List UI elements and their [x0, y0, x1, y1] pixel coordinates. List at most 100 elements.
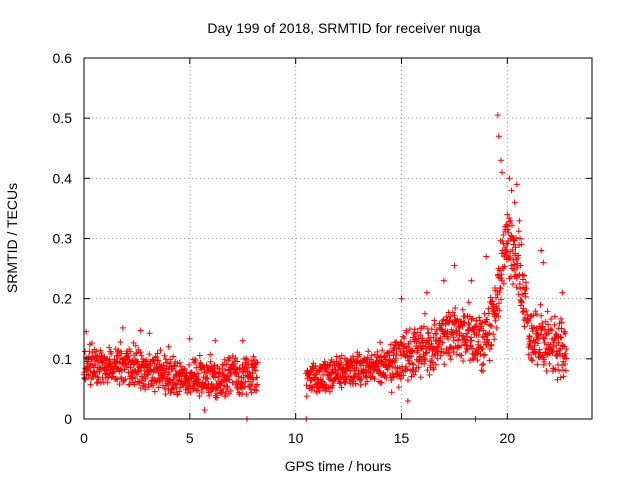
- data-point: [187, 389, 194, 396]
- data-point: [535, 332, 542, 339]
- data-point: [426, 371, 433, 378]
- data-point: [464, 333, 471, 340]
- data-point: [479, 334, 486, 341]
- data-point: [333, 353, 340, 360]
- data-point: [81, 375, 88, 382]
- data-point: [106, 356, 113, 363]
- data-point: [449, 330, 456, 337]
- data-point: [463, 345, 470, 352]
- data-point: [537, 301, 544, 308]
- data-point: [524, 311, 531, 318]
- data-point: [393, 351, 400, 358]
- data-point: [519, 309, 526, 316]
- data-point: [467, 357, 474, 364]
- data-point: [506, 255, 513, 262]
- data-point: [203, 385, 210, 392]
- data-point: [102, 370, 109, 377]
- data-point: [110, 368, 117, 375]
- data-point: [525, 351, 532, 358]
- data-point: [433, 330, 440, 337]
- data-point: [485, 305, 492, 312]
- data-point: [225, 354, 232, 361]
- data-point: [424, 367, 431, 374]
- data-point: [97, 365, 104, 372]
- data-point: [538, 247, 545, 254]
- data-point: [132, 375, 139, 382]
- data-point: [219, 370, 226, 377]
- data-point: [166, 376, 173, 383]
- data-point: [97, 347, 104, 354]
- data-point: [447, 356, 454, 363]
- data-point: [496, 300, 503, 307]
- data-point: [490, 307, 497, 314]
- data-point: [89, 349, 96, 356]
- data-point: [497, 157, 504, 164]
- data-point: [447, 313, 454, 320]
- data-point: [434, 355, 441, 362]
- data-point: [522, 293, 529, 300]
- data-point: [498, 275, 505, 282]
- data-point: [400, 333, 407, 340]
- data-point: [155, 384, 162, 391]
- data-point: [349, 353, 356, 360]
- data-point: [441, 361, 448, 368]
- data-point: [496, 289, 503, 296]
- data-point: [515, 252, 522, 259]
- data-point: [493, 324, 500, 331]
- data-point: [412, 368, 419, 375]
- data-point: [118, 367, 125, 374]
- data-point: [165, 343, 172, 350]
- data-point: [254, 381, 261, 388]
- data-point: [409, 348, 416, 355]
- data-point: [368, 356, 375, 363]
- data-point: [544, 308, 551, 315]
- data-point: [551, 321, 558, 328]
- y-tick-label: 0.3: [53, 231, 73, 247]
- data-point: [557, 374, 564, 381]
- data-point: [511, 267, 518, 274]
- data-point: [404, 366, 411, 373]
- data-point: [505, 229, 512, 236]
- data-point: [389, 373, 396, 380]
- data-point: [423, 289, 430, 296]
- data-point: [428, 326, 435, 333]
- data-point: [552, 366, 559, 373]
- x-tick-label: 0: [80, 430, 88, 446]
- data-point: [244, 356, 251, 363]
- data-point: [439, 326, 446, 333]
- data-point: [453, 331, 460, 338]
- data-point: [214, 390, 221, 397]
- data-point: [90, 369, 97, 376]
- data-point: [201, 406, 208, 413]
- data-point: [177, 384, 184, 391]
- data-point: [133, 350, 140, 357]
- data-point: [432, 361, 439, 368]
- data-point: [138, 367, 145, 374]
- data-point: [88, 339, 95, 346]
- data-point: [329, 366, 336, 373]
- data-point: [195, 370, 202, 377]
- data-point: [518, 241, 525, 248]
- data-point: [404, 377, 411, 384]
- data-point: [190, 385, 197, 392]
- data-point: [400, 345, 407, 352]
- data-point: [562, 360, 569, 367]
- data-point: [558, 334, 565, 341]
- data-point: [554, 376, 561, 383]
- data-point: [124, 350, 131, 357]
- data-point: [437, 352, 444, 359]
- data-point: [532, 308, 539, 315]
- data-point: [127, 348, 134, 355]
- data-point: [87, 368, 94, 375]
- data-point: [513, 181, 520, 188]
- data-point: [415, 364, 422, 371]
- data-point: [546, 330, 553, 337]
- data-point: [508, 233, 515, 240]
- data-point: [338, 359, 345, 366]
- data-point: [145, 371, 152, 378]
- data-point: [391, 345, 398, 352]
- data-point: [458, 352, 465, 359]
- data-point: [513, 234, 520, 241]
- data-point: [178, 363, 185, 370]
- data-point: [548, 316, 555, 323]
